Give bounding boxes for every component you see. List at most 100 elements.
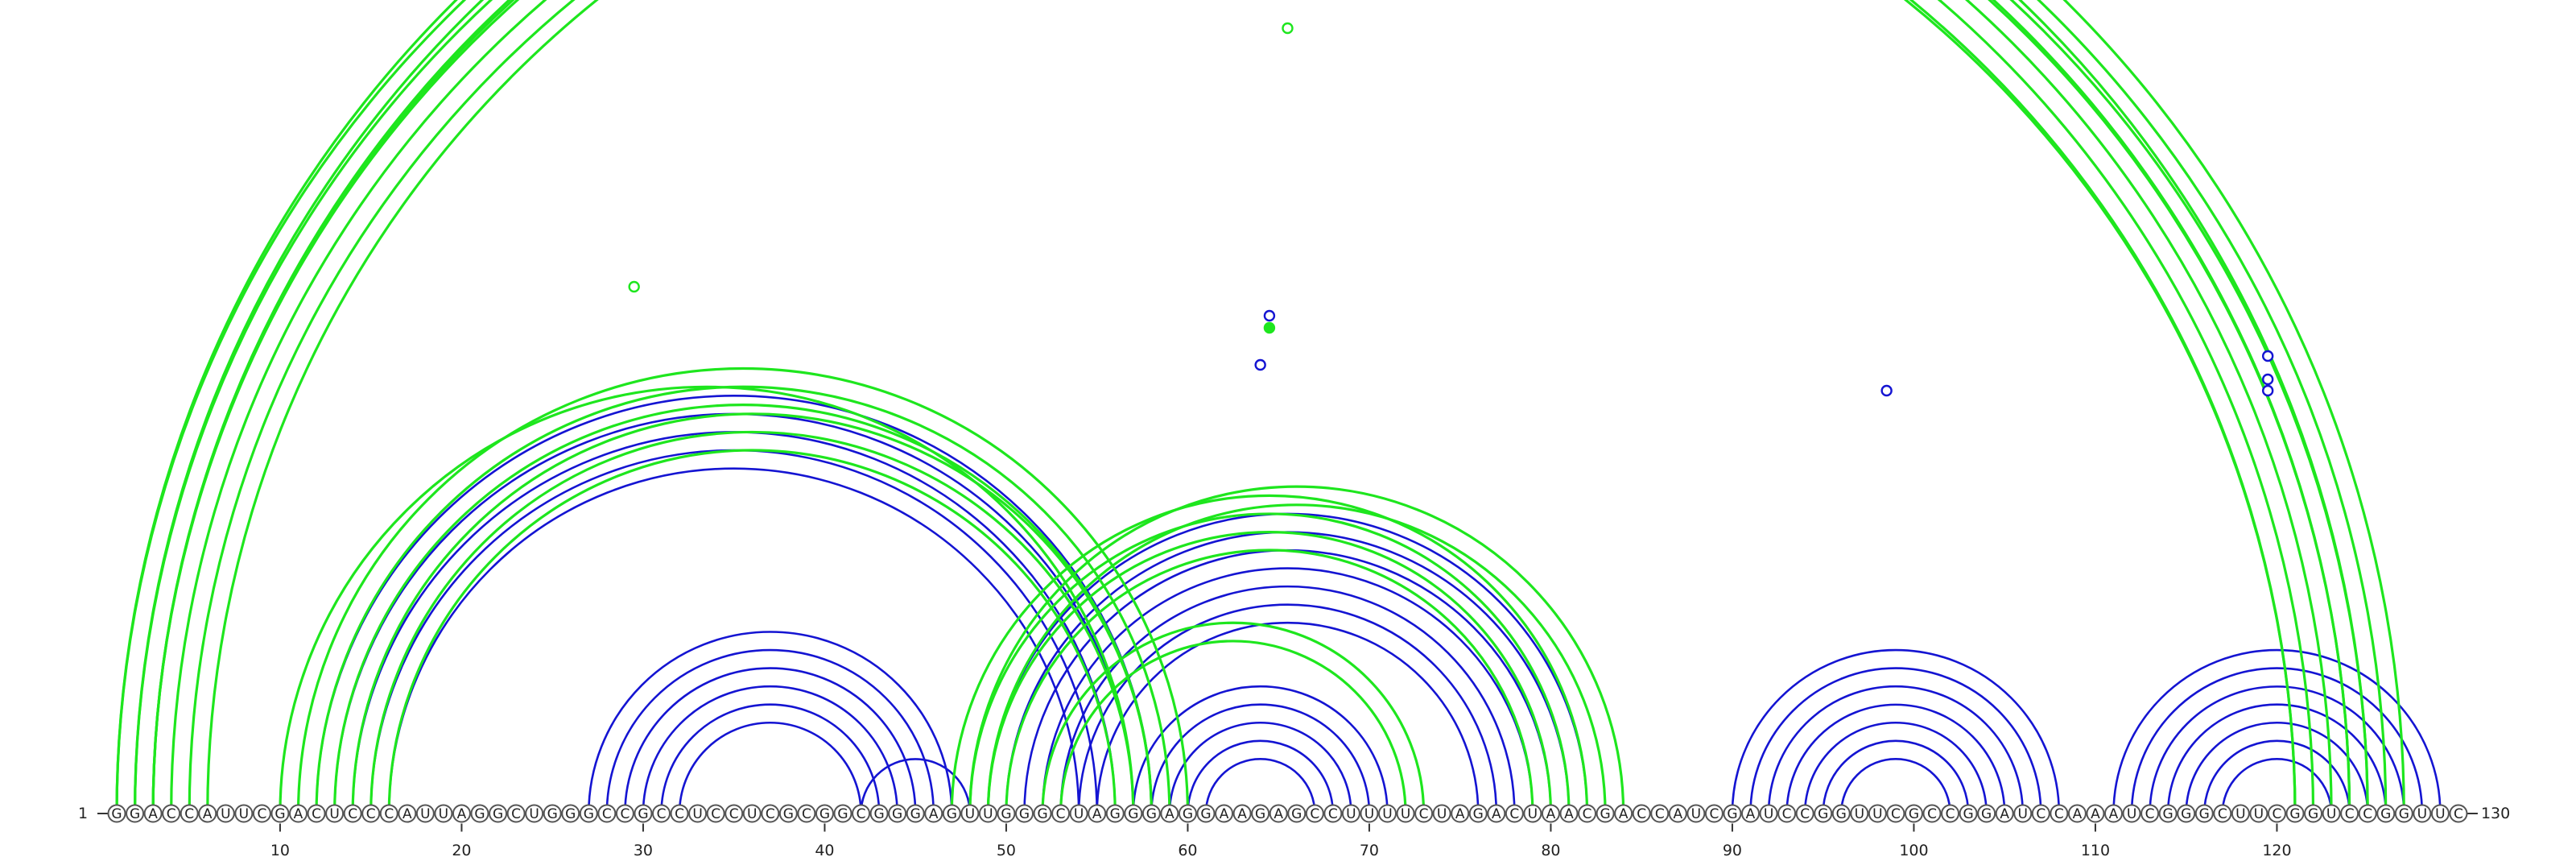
base-letter: G [1001, 806, 1011, 822]
base-circle [797, 804, 816, 823]
base-57: G [1124, 804, 1143, 823]
base-62: A [1215, 804, 1234, 823]
base-letter: U [692, 806, 702, 822]
base-circle [452, 804, 471, 823]
base-circle [1432, 804, 1451, 823]
base-circle [852, 804, 871, 823]
base-83: G [1596, 804, 1615, 823]
tick-label: 40 [815, 842, 834, 857]
base-circle [107, 804, 126, 823]
base-circle [778, 804, 798, 823]
base-94: C [1795, 804, 1814, 823]
base-circle [634, 804, 653, 823]
base-letter: A [2000, 806, 2009, 822]
blue-pair-arc [1839, 758, 1951, 814]
base-30: G [634, 804, 653, 823]
base-letter: U [2326, 806, 2336, 822]
base-letter: C [1509, 806, 1519, 822]
base-letter: C [1328, 806, 1338, 822]
blue-open-marker [1880, 384, 1893, 397]
blue-pair-arc [2202, 739, 2351, 814]
base-letter: G [2163, 806, 2174, 822]
base-letter: A [2109, 806, 2119, 822]
base-letter: C [2273, 806, 2282, 822]
blue-pair-arc [1059, 585, 1516, 814]
blue-pair-arc [605, 648, 935, 814]
base-circle [1305, 804, 1324, 823]
tick-label: 120 [2262, 842, 2291, 857]
base-69: U [1341, 804, 1360, 823]
blue-pair-arc [1204, 758, 1316, 814]
base-circle [2231, 804, 2250, 823]
base-circle [1015, 804, 1034, 823]
base-5: C [180, 804, 199, 823]
base-letter: G [892, 806, 902, 822]
base-84: A [1614, 804, 1633, 823]
green-pair-arc [115, 0, 2405, 814]
base-113: C [2140, 804, 2160, 823]
base-letter: U [329, 806, 339, 822]
base-circle [361, 804, 381, 823]
base-letter: U [747, 806, 757, 822]
base-letter: G [2199, 806, 2210, 822]
base-circle [1686, 804, 1706, 823]
base-98: U [1868, 804, 1887, 823]
base-61: G [1196, 804, 1216, 823]
base-3: A [143, 804, 163, 823]
green-pair-arc [153, 0, 2350, 814]
base-circle [180, 804, 199, 823]
blue-pair-arc [1767, 685, 2025, 814]
base-78: C [1505, 804, 1524, 823]
base-82: C [1578, 804, 1597, 823]
base-63: A [1232, 804, 1252, 823]
base-40: G [815, 804, 834, 823]
base-letter: C [1310, 806, 1319, 822]
base-letter: U [1364, 806, 1374, 822]
base-circle [1105, 804, 1125, 823]
blue-pair-arc [2130, 667, 2424, 814]
base-90: G [1723, 804, 1742, 823]
base-letter: G [1183, 806, 1193, 822]
tick-label: 100 [1899, 842, 1928, 857]
base-letter: A [1237, 806, 1247, 822]
base-1: G [107, 804, 126, 823]
base-letter: U [2254, 806, 2264, 822]
base-circle [1977, 804, 1996, 823]
base-letter: G [1200, 806, 1211, 822]
base-124: C [2340, 804, 2359, 823]
base-letter: C [366, 806, 376, 822]
base-letter: G [1128, 806, 1138, 822]
base-letter: C [1891, 806, 1901, 822]
green-pair-arc [188, 0, 2297, 814]
base-55: A [1088, 804, 1107, 823]
base-circle [234, 804, 254, 823]
start-label: 1 [78, 805, 88, 822]
blue-pair-arc [1077, 603, 1498, 814]
base-100: G [1904, 804, 1923, 823]
base-circle [561, 804, 580, 823]
base-letter: U [1691, 806, 1701, 822]
base-letter: U [1528, 806, 1538, 822]
base-circle [1523, 804, 1542, 823]
base-circle [1414, 804, 1434, 823]
base-letter: C [348, 806, 357, 822]
blue-pair-arc [1168, 722, 1352, 814]
base-14: C [343, 804, 362, 823]
base-letter: A [1564, 806, 1574, 822]
base-102: C [1941, 804, 1960, 823]
base-letter: A [203, 806, 213, 822]
base-letter: U [1764, 806, 1773, 822]
base-circle [1632, 804, 1651, 823]
base-87: A [1668, 804, 1687, 823]
base-circle [906, 804, 925, 823]
base-letter: A [929, 806, 939, 822]
base-letter: G [1110, 806, 1121, 822]
base-letter: U [2235, 806, 2245, 822]
base-circle [198, 804, 217, 823]
base-26: G [561, 804, 580, 823]
green-pair-arc [315, 385, 1171, 814]
base-letter: G [2380, 806, 2391, 822]
base-circle [942, 804, 961, 823]
base-47: G [942, 804, 961, 823]
base-letter: C [1655, 806, 1665, 822]
